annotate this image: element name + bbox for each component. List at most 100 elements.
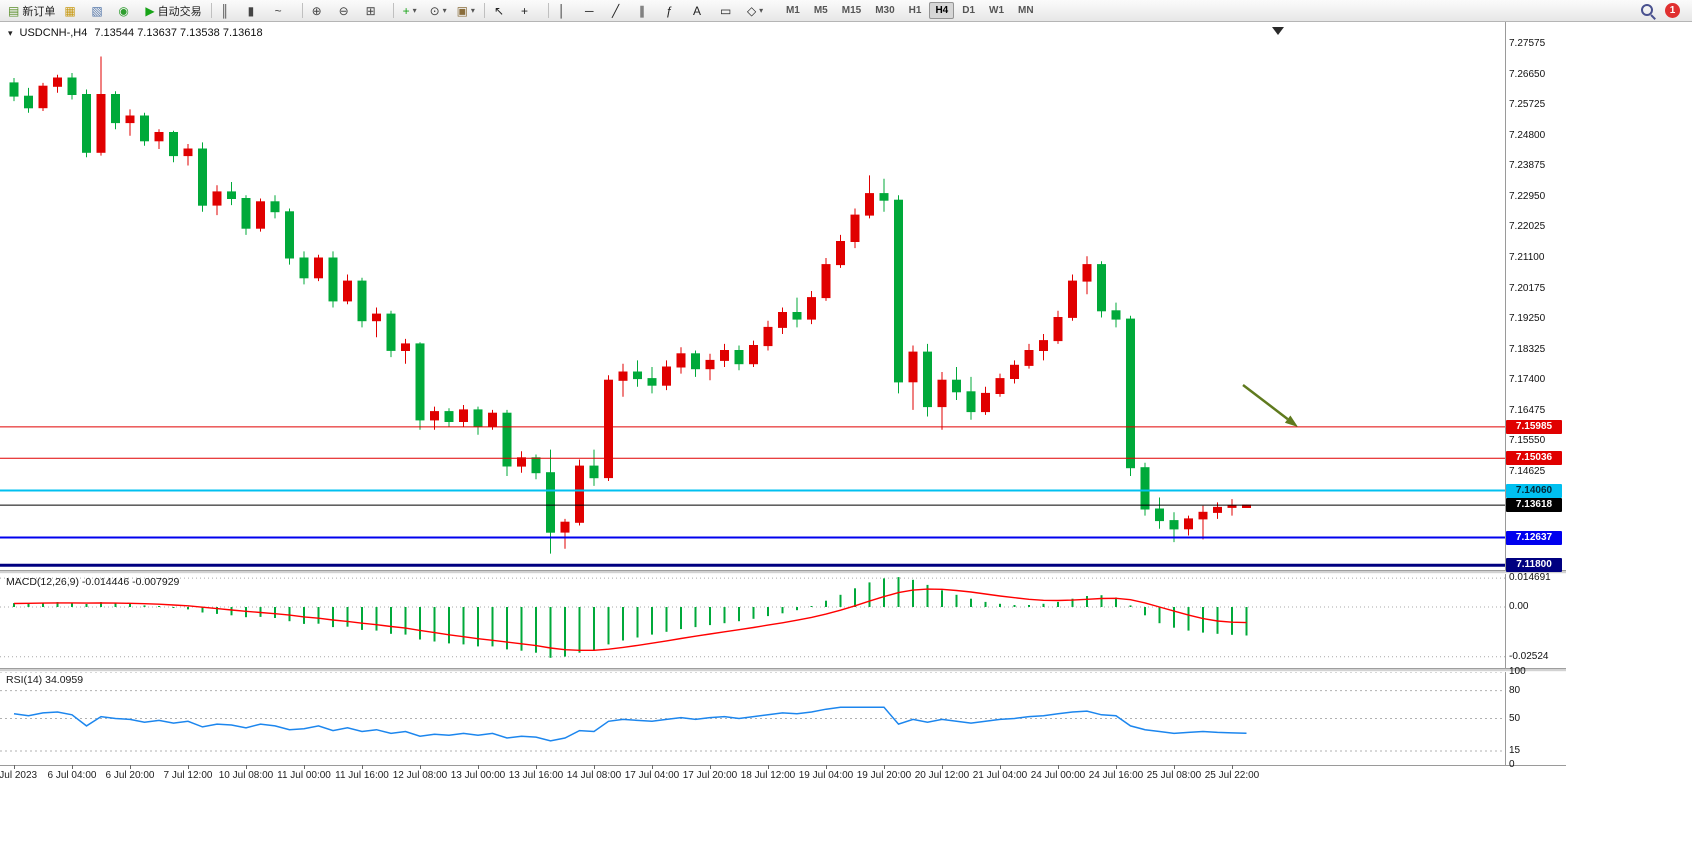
search-icon[interactable]	[1640, 3, 1655, 18]
candle-body[interactable]	[981, 392, 990, 413]
bar-chart-button[interactable]: ║	[217, 1, 243, 21]
candle-body[interactable]	[96, 94, 106, 153]
candle-body[interactable]	[372, 313, 381, 322]
templates-button[interactable]: ▣ ▾	[453, 1, 479, 21]
candle-body[interactable]	[285, 211, 294, 259]
fibonacci-button[interactable]: ƒ	[662, 1, 688, 21]
candle-body[interactable]	[140, 115, 149, 142]
candle-body[interactable]	[647, 378, 657, 386]
candle-body[interactable]	[1140, 467, 1150, 510]
candle-body[interactable]	[343, 280, 352, 302]
macd-pane[interactable]	[0, 573, 1505, 668]
timeframe-MN-button[interactable]: MN	[1018, 5, 1034, 16]
candle-body[interactable]	[1111, 310, 1121, 320]
main-price-pane[interactable]	[0, 22, 1505, 570]
timeframe-M15-button[interactable]: M15	[841, 5, 862, 16]
pane-separator-macd[interactable]	[0, 570, 1566, 574]
candle-body[interactable]	[328, 257, 338, 302]
candle-body[interactable]	[778, 312, 787, 328]
candle-body[interactable]	[270, 201, 280, 213]
tile-windows-button[interactable]: ⊞	[362, 1, 388, 21]
candle-body[interactable]	[517, 457, 526, 467]
symbol-menu-icon[interactable]: ▾	[8, 27, 13, 38]
chart-window-button[interactable]: ▦	[60, 1, 86, 21]
text-button[interactable]: A	[689, 1, 715, 21]
candle-body[interactable]	[575, 465, 584, 523]
candle-body[interactable]	[24, 95, 33, 109]
timeframe-D1-button[interactable]: D1	[962, 5, 976, 16]
timeframe-W1-button[interactable]: W1	[989, 5, 1005, 16]
candle-body[interactable]	[241, 198, 251, 229]
candle-body[interactable]	[386, 313, 396, 351]
candle-body[interactable]	[82, 94, 91, 153]
zoom-out-button[interactable]: ⊖	[335, 1, 361, 21]
candle-body[interactable]	[256, 201, 265, 229]
candle-body[interactable]	[415, 343, 425, 421]
candle-body[interactable]	[9, 82, 19, 97]
new-order-button[interactable]: ▤ 新订单	[4, 1, 59, 21]
auto-trading-button[interactable]: ▶ 自动交易	[141, 1, 205, 21]
candle-body[interactable]	[444, 411, 454, 423]
channel-button[interactable]: ∥	[635, 1, 661, 21]
candle-body[interactable]	[821, 264, 831, 299]
candle-body[interactable]	[1068, 280, 1077, 318]
rsi-pane[interactable]	[0, 671, 1505, 765]
candle-body[interactable]	[1169, 520, 1179, 530]
candle-body[interactable]	[227, 191, 236, 199]
candle-body[interactable]	[357, 280, 367, 322]
candle-body[interactable]	[67, 77, 77, 95]
candle-body[interactable]	[1024, 350, 1034, 366]
candle-body[interactable]	[850, 214, 860, 243]
candle-body[interactable]	[894, 199, 903, 383]
candle-body[interactable]	[1227, 505, 1237, 508]
candle-body[interactable]	[401, 343, 410, 351]
profiles-button[interactable]: ▧	[87, 1, 113, 21]
candle-body[interactable]	[792, 312, 802, 320]
candle-body[interactable]	[38, 85, 48, 109]
candle-body[interactable]	[1198, 511, 1208, 520]
candle-body[interactable]	[459, 409, 468, 422]
candle-body[interactable]	[1082, 264, 1092, 282]
vertical-line-button[interactable]: │	[554, 1, 580, 21]
candle-body[interactable]	[908, 351, 918, 383]
candle-body[interactable]	[53, 77, 62, 87]
arrow-annotation-shaft[interactable]	[1242, 384, 1289, 421]
indicators-button[interactable]: + ▾	[399, 1, 425, 21]
candle-body[interactable]	[734, 350, 744, 365]
candle-body[interactable]	[198, 148, 207, 206]
timeframe-H1-button[interactable]: H1	[908, 5, 922, 16]
candle-body[interactable]	[604, 379, 613, 479]
candle-body[interactable]	[473, 409, 483, 427]
candle-body[interactable]	[705, 359, 715, 370]
candle-body[interactable]	[633, 371, 642, 380]
candle-body[interactable]	[995, 378, 1005, 395]
text-label-button[interactable]: ▭	[716, 1, 742, 21]
periods-button[interactable]: ⊙ ▾	[426, 1, 452, 21]
candle-body[interactable]	[662, 366, 671, 386]
candle-body[interactable]	[923, 351, 932, 408]
candle-body[interactable]	[430, 411, 439, 421]
candle-body[interactable]	[169, 132, 178, 157]
data-refresh-button[interactable]: ◉	[114, 1, 140, 21]
candle-body[interactable]	[952, 379, 961, 393]
candle-body[interactable]	[1126, 318, 1135, 469]
candle-body[interactable]	[183, 148, 193, 157]
cursor-button[interactable]: ↖	[490, 1, 516, 21]
candle-body[interactable]	[966, 391, 976, 413]
candle-body[interactable]	[937, 379, 947, 408]
horizontal-line-button[interactable]: ─	[581, 1, 607, 21]
candle-body[interactable]	[879, 193, 889, 201]
candle-body[interactable]	[1010, 364, 1019, 379]
candle-body[interactable]	[676, 353, 686, 368]
candle-body[interactable]	[1213, 506, 1222, 513]
arrow-annotation-head[interactable]	[1284, 415, 1298, 428]
candle-body[interactable]	[1097, 264, 1106, 312]
notification-badge[interactable]: 1	[1665, 3, 1680, 18]
candle-body[interactable]	[212, 191, 222, 206]
price-axis[interactable]: 7.27575 7.26650 7.25725 7.24800 7.23875 7.229…	[1505, 22, 1566, 770]
line-chart-button[interactable]: ~	[271, 1, 297, 21]
candle-body[interactable]	[589, 465, 599, 479]
candle-body[interactable]	[865, 193, 874, 216]
crosshair-button[interactable]: +	[517, 1, 543, 21]
time-axis[interactable]: 5 Jul 2023 6 Jul 04:00 6 Jul 20:00 7 Jul 12…	[0, 765, 1566, 787]
